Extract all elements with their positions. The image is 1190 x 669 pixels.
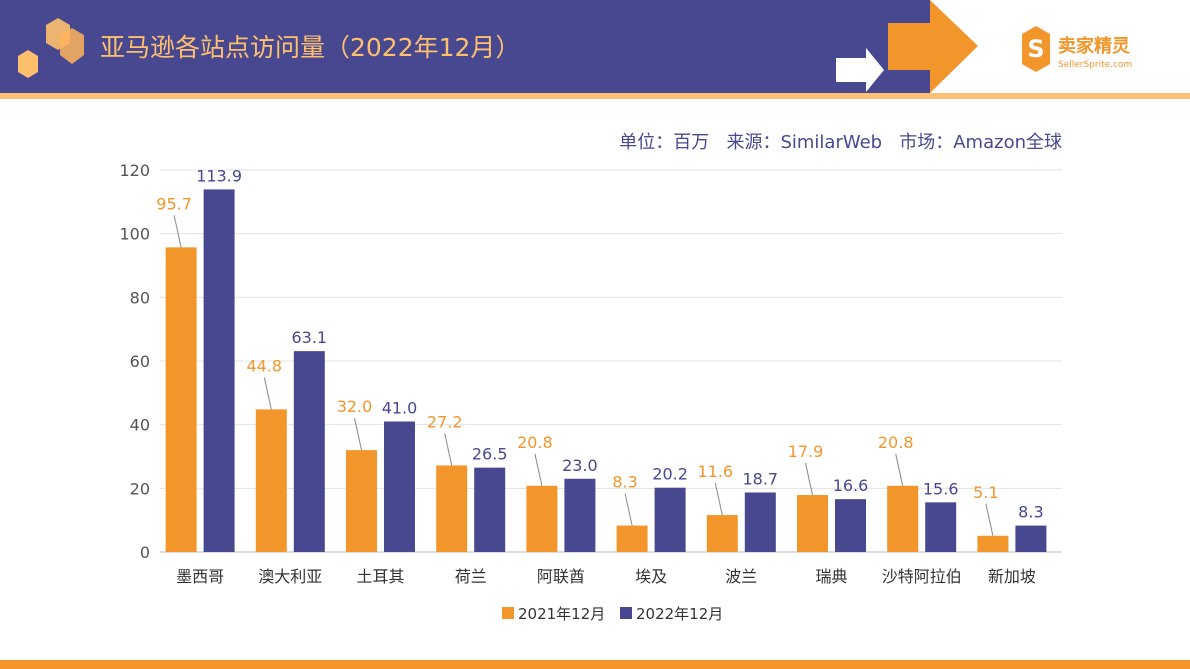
legend-label: 2021年12月 bbox=[518, 605, 605, 623]
bar-2021 bbox=[346, 450, 377, 552]
bar-2021 bbox=[797, 495, 828, 552]
y-tick-label: 20 bbox=[130, 479, 150, 498]
legend-label: 2022年12月 bbox=[636, 605, 723, 623]
svg-text:S: S bbox=[1027, 35, 1044, 63]
x-tick-label: 新加坡 bbox=[988, 567, 1036, 586]
x-tick-label: 土耳其 bbox=[356, 567, 404, 586]
header-divider bbox=[0, 93, 1190, 99]
data-label: 20.8 bbox=[878, 433, 914, 452]
y-tick-label: 100 bbox=[119, 225, 150, 244]
data-label: 95.7 bbox=[156, 194, 192, 213]
x-tick-label: 阿联酋 bbox=[537, 567, 585, 586]
data-label: 63.1 bbox=[291, 328, 327, 347]
leader-line bbox=[354, 418, 362, 451]
data-label: 17.9 bbox=[788, 442, 824, 461]
data-label: 16.6 bbox=[833, 476, 869, 495]
svg-text:SellerSprite.com: SellerSprite.com bbox=[1058, 60, 1132, 70]
legend-swatch bbox=[620, 607, 632, 619]
svg-text:卖家精灵: 卖家精灵 bbox=[1058, 35, 1131, 57]
bar-2022 bbox=[744, 492, 776, 552]
data-label: 113.9 bbox=[196, 166, 242, 185]
leader-line bbox=[895, 453, 904, 486]
data-label: 18.7 bbox=[742, 469, 778, 488]
leader-line bbox=[263, 377, 272, 410]
x-tick-label: 澳大利亚 bbox=[258, 567, 322, 586]
data-label: 23.0 bbox=[562, 456, 598, 475]
bar-2021 bbox=[977, 535, 1009, 552]
bar-2021 bbox=[165, 247, 197, 553]
data-label: 44.8 bbox=[246, 356, 282, 375]
data-label: 27.2 bbox=[427, 412, 463, 431]
bar-2021 bbox=[887, 485, 919, 552]
x-tick-label: 墨西哥 bbox=[176, 567, 224, 586]
data-label: 15.6 bbox=[923, 479, 959, 498]
bar-2021 bbox=[526, 485, 558, 552]
logo: S 卖家精灵 SellerSprite.com bbox=[1018, 24, 1168, 74]
leader-line bbox=[444, 433, 453, 466]
y-tick-label: 0 bbox=[140, 543, 150, 562]
x-tick-label: 荷兰 bbox=[455, 567, 487, 586]
data-label: 20.2 bbox=[652, 465, 688, 484]
page-title: 亚马逊各站点访问量（2022年12月） bbox=[100, 33, 521, 62]
y-tick-label: 120 bbox=[119, 161, 150, 180]
bar-2021 bbox=[436, 465, 468, 552]
leader-line bbox=[985, 503, 994, 536]
header-decor bbox=[18, 0, 978, 93]
legend-swatch bbox=[502, 607, 514, 619]
x-tick-label: 沙特阿拉伯 bbox=[882, 567, 962, 586]
bar-2021 bbox=[616, 525, 648, 552]
footer-band bbox=[0, 660, 1190, 669]
arrow-icon bbox=[836, 48, 884, 92]
bar-2022 bbox=[835, 499, 866, 552]
bar-2022 bbox=[925, 502, 957, 552]
arrow-icon bbox=[888, 0, 978, 93]
chart-meta: 单位：百万 来源：SimilarWeb 市场：Amazon全球 bbox=[619, 132, 1062, 153]
data-label: 26.5 bbox=[472, 445, 508, 464]
x-tick-label: 瑞典 bbox=[815, 567, 847, 586]
bar-2022 bbox=[384, 421, 415, 552]
bar-2021 bbox=[255, 409, 287, 552]
bar-2022 bbox=[474, 467, 506, 552]
data-label: 11.6 bbox=[697, 462, 733, 481]
bar-2022 bbox=[654, 487, 686, 552]
hexagon-icon bbox=[18, 50, 38, 78]
y-tick-label: 80 bbox=[130, 288, 150, 307]
bar-2022 bbox=[564, 478, 596, 552]
leader-line bbox=[173, 215, 182, 248]
data-label: 32.0 bbox=[337, 397, 373, 416]
hexagon-icon bbox=[60, 28, 84, 64]
bar-2021 bbox=[706, 515, 738, 552]
leader-line bbox=[714, 482, 723, 516]
data-label: 41.0 bbox=[382, 398, 418, 417]
data-label: 8.3 bbox=[1018, 503, 1043, 522]
x-tick-label: 波兰 bbox=[725, 567, 757, 586]
header-band bbox=[0, 0, 930, 93]
data-label: 20.8 bbox=[517, 433, 553, 452]
x-tick-label: 埃及 bbox=[635, 567, 667, 586]
bar-2022 bbox=[1015, 525, 1047, 552]
bar-2022 bbox=[203, 189, 235, 552]
data-label: 8.3 bbox=[612, 473, 637, 492]
data-label: 5.1 bbox=[973, 483, 998, 502]
leader-line bbox=[624, 493, 633, 526]
leader-line bbox=[805, 462, 813, 496]
y-tick-label: 40 bbox=[130, 416, 150, 435]
leader-line bbox=[534, 453, 543, 486]
y-tick-label: 60 bbox=[130, 352, 150, 371]
bar-2022 bbox=[293, 351, 325, 552]
